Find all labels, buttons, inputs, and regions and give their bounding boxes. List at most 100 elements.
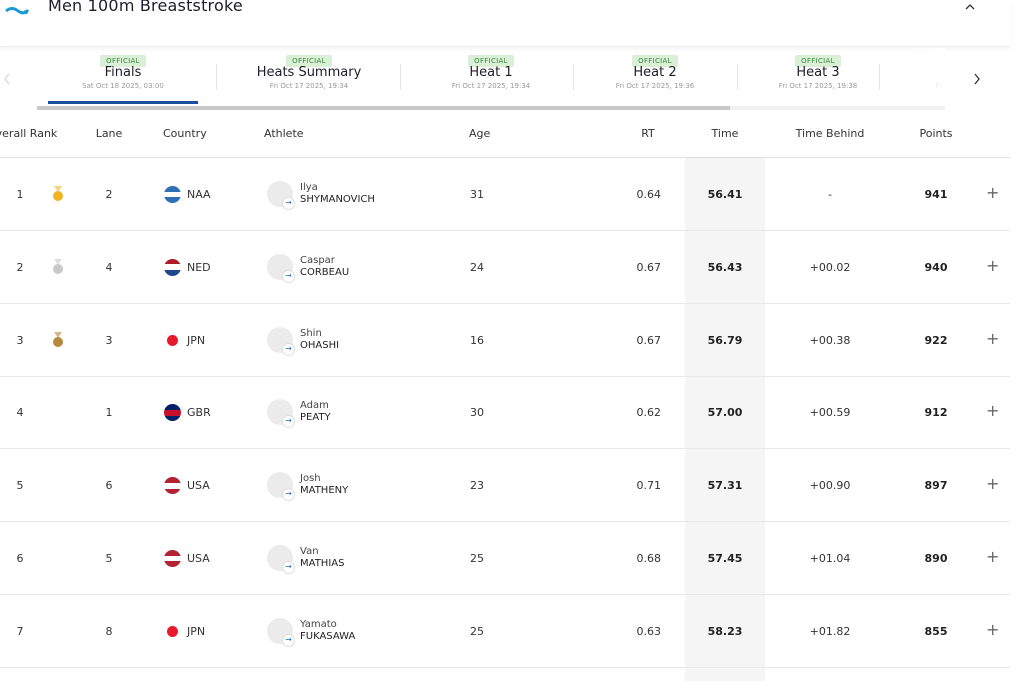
reaction-time: 0.68 — [636, 552, 662, 565]
expand-button[interactable]: + — [986, 255, 1000, 275]
tab-name: Heat 3 — [796, 65, 840, 80]
column-header[interactable]: Age — [469, 127, 491, 140]
column-header[interactable]: Country — [163, 127, 207, 140]
tab-separator — [736, 64, 738, 90]
age: 25 — [470, 624, 484, 638]
medal-icon — [52, 258, 64, 275]
country-code: NAA — [187, 188, 211, 201]
tab[interactable]: OFFICIAL Finals Sat Oct 18 2025, 03:00 — [43, 48, 203, 90]
country-flag — [167, 625, 178, 637]
status-badge: OFFICIAL — [468, 55, 514, 67]
time: 58.23 — [707, 624, 743, 638]
age: 23 — [470, 479, 484, 493]
tab-separator — [879, 64, 880, 90]
athlete-avatar: → — [267, 399, 295, 429]
column-header[interactable]: Points — [919, 127, 953, 140]
country-code: GBR — [187, 406, 211, 420]
athlete-first-name: Caspar — [300, 254, 335, 266]
lane: 1 — [105, 406, 113, 420]
table-row[interactable]: 5 6 USA → Josh MATHENY 23 0.71 57.31 +00.90 897 + — [0, 449, 1010, 523]
collapse-button[interactable] — [964, 2, 976, 12]
country-code: JPN — [187, 333, 206, 347]
tabs-prev[interactable] — [2, 72, 12, 86]
table-row[interactable]: 7 8 JPN → Yamato FUKASAWA 25 0.63 58.23 +01.82 855… — [0, 595, 1010, 668]
country-code: USA — [187, 479, 210, 493]
active-tab-underline — [48, 101, 198, 104]
medal-icon — [52, 186, 64, 202]
time-behind: +01.04 — [809, 552, 851, 565]
age: 25 — [470, 552, 484, 565]
column-header[interactable]: Overall Rank — [0, 127, 58, 140]
athlete-avatar: → — [267, 181, 295, 210]
expand-button[interactable]: + — [986, 328, 1000, 348]
badge-row: OFFICIAL — [229, 48, 389, 67]
status-badge: OFFICIAL — [632, 55, 678, 67]
rank: 5 — [16, 479, 24, 493]
table-row[interactable]: 4 1 GBR → Adam PEATY 30 0.62 57.00 +00.59 912 + — [0, 376, 1010, 450]
tab-date: Fri Oct 17 2025, 19:38 — [778, 82, 858, 90]
reaction-time: 0.67 — [636, 260, 662, 274]
time: 57.00 — [707, 406, 743, 420]
points: 855 — [924, 624, 948, 638]
table-row[interactable]: 2 4 NED → Caspar CORBEAU 24 0.67 56.43 +00.02 940 + — [0, 231, 1010, 304]
medal-icon — [52, 331, 64, 348]
athlete-last-name: MATHENY — [300, 485, 349, 497]
reaction-time: 0.62 — [636, 406, 662, 420]
tab[interactable]: OFFICIAL Heat 2 Fri Oct 17 2025, 19:36 — [575, 48, 735, 90]
table-row[interactable]: 6 5 USA → Van MATHIAS 25 0.68 57.45 +01.04 890 + — [0, 522, 1010, 595]
column-header[interactable]: RT — [641, 127, 655, 140]
status-badge: OFFICIAL — [100, 55, 146, 67]
reaction-time: 0.71 — [636, 479, 662, 493]
rank: 2 — [16, 260, 24, 274]
column-header[interactable]: Athlete — [264, 127, 304, 140]
tab-name: Heats Summary — [256, 65, 362, 80]
expand-button[interactable]: + — [986, 183, 1000, 202]
lane: 6 — [105, 479, 113, 493]
athlete-last-name: FUKASAWA — [300, 630, 356, 642]
tabs-fade — [905, 48, 945, 104]
column-header[interactable]: Time Behind — [795, 127, 865, 140]
age: 31 — [470, 188, 484, 201]
time: 56.41 — [707, 188, 743, 201]
lane: 8 — [105, 624, 113, 638]
expand-button[interactable]: + — [986, 619, 1000, 639]
athlete-last-name: SHYMANOVICH — [300, 194, 375, 205]
tab-separator — [573, 64, 574, 90]
expand-button[interactable]: + — [986, 474, 1000, 494]
tab[interactable]: OFFICIAL Heat 3 Fri Oct 17 2025, 19:38 — [738, 48, 898, 90]
country-flag — [164, 186, 181, 203]
tabs-next[interactable] — [972, 72, 982, 86]
time-behind: +00.38 — [809, 333, 851, 347]
tab[interactable]: OFFICIAL Heats Summary Fri Oct 17 2025, 19… — [229, 48, 389, 90]
status-badge: OFFICIAL — [286, 55, 332, 67]
column-header[interactable]: Lane — [95, 127, 123, 140]
table-row[interactable]: 1 2 NAA → Ilya SHYMANOVICH 31 0.64 56.41 - 941 + — [0, 158, 1010, 231]
lane: 2 — [105, 188, 113, 201]
scroll-thumb[interactable] — [37, 106, 730, 110]
athlete-first-name: Ilya — [300, 182, 318, 193]
tab-separator — [400, 64, 401, 90]
athlete-avatar: → — [267, 253, 295, 283]
expand-button[interactable]: + — [986, 401, 1000, 421]
time: 56.43 — [707, 260, 743, 274]
points: 897 — [924, 479, 948, 493]
time-behind: +00.90 — [809, 479, 851, 493]
table-row[interactable]: 3 3 JPN → Shin OHASHI 16 0.67 56.79 +00.38 922 + — [0, 304, 1010, 377]
tab-name: Finals — [104, 65, 142, 80]
points: 922 — [924, 333, 948, 347]
expand-button[interactable]: + — [986, 547, 1000, 566]
points: 912 — [924, 406, 948, 420]
points: 940 — [924, 260, 948, 274]
column-header[interactable]: Time — [711, 127, 739, 140]
time: 57.31 — [707, 479, 743, 493]
rank: 3 — [16, 333, 24, 347]
tab[interactable]: OFFICIAL Heat 1 Fri Oct 17 2025, 19:34 — [411, 48, 571, 90]
age: 16 — [470, 333, 484, 347]
country-flag — [164, 404, 181, 422]
time-behind: +01.82 — [809, 624, 851, 638]
athlete-avatar: → — [267, 617, 295, 647]
header-line — [0, 157, 1010, 158]
rank: 4 — [16, 406, 24, 420]
country-code: USA — [187, 552, 210, 565]
